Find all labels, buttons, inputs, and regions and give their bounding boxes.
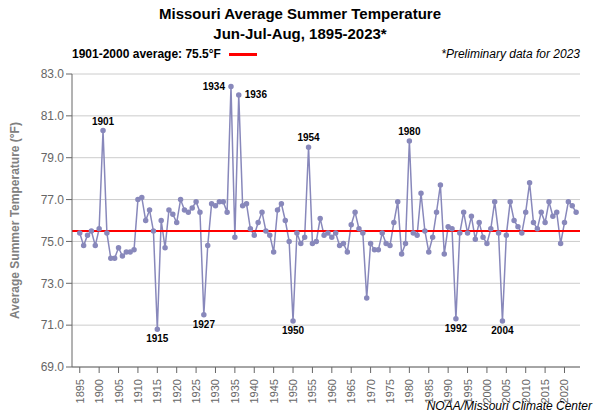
svg-text:81.0: 81.0 [41, 109, 65, 123]
html-text:1901-2000 average: 75.5°F: 1901-2000 average: 75.5°F [72, 47, 221, 61]
svg-text:1935: 1935 [229, 379, 241, 403]
svg-text:1940: 1940 [248, 379, 260, 403]
svg-text:2010: 2010 [519, 379, 532, 404]
svg-text:1925: 1925 [190, 379, 202, 403]
svg-text:1950: 1950 [282, 325, 305, 336]
svg-text:1954: 1954 [297, 132, 320, 143]
svg-text:71.0: 71.0 [41, 318, 65, 332]
svg-text:1960: 1960 [326, 379, 338, 403]
svg-text:1915: 1915 [151, 379, 163, 403]
svg-text:Average Summer Temperature (°F: Average Summer Temperature (°F) [8, 122, 22, 319]
svg-text:1930: 1930 [209, 379, 221, 403]
svg-text:1900: 1900 [93, 379, 105, 403]
svg-text:1965: 1965 [345, 379, 357, 403]
svg-text:1920: 1920 [171, 379, 183, 403]
svg-text:69.0: 69.0 [41, 360, 65, 374]
svg-text:75.0: 75.0 [41, 235, 65, 249]
svg-text:2004: 2004 [491, 325, 514, 336]
svg-text:83.0: 83.0 [41, 67, 65, 81]
html-text:Missouri Average Summer Temper: Missouri Average Summer Temperature [159, 5, 441, 22]
svg-text:1936: 1936 [245, 89, 268, 100]
svg-text:1901: 1901 [92, 116, 115, 127]
svg-text:1980: 1980 [403, 379, 415, 403]
svg-text:1990: 1990 [442, 379, 455, 404]
svg-text:2000: 2000 [480, 379, 493, 404]
svg-text:1910: 1910 [132, 379, 144, 403]
svg-text:1895: 1895 [74, 379, 86, 403]
svg-text:1945: 1945 [268, 379, 280, 403]
svg-text:1985: 1985 [422, 379, 435, 404]
svg-text:1980: 1980 [398, 126, 421, 137]
svg-text:2015: 2015 [539, 379, 552, 404]
svg-text:2005: 2005 [500, 379, 513, 404]
svg-text:1995: 1995 [461, 379, 474, 404]
html-text:NOAA/Missouri Climate Center: NOAA/Missouri Climate Center [426, 399, 592, 413]
svg-text:1970: 1970 [365, 379, 377, 403]
svg-text:77.0: 77.0 [41, 193, 65, 207]
svg-text:1975: 1975 [384, 379, 396, 403]
svg-text:2020: 2020 [558, 379, 571, 404]
svg-text:1927: 1927 [193, 319, 216, 330]
svg-text:1992: 1992 [445, 323, 468, 334]
svg-text:1950: 1950 [287, 379, 299, 403]
svg-text:1915: 1915 [146, 333, 169, 344]
svg-text:1934: 1934 [203, 81, 226, 92]
html-text:*Preliminary data for 2023: *Preliminary data for 2023 [441, 47, 580, 61]
svg-text:73.0: 73.0 [41, 277, 65, 291]
svg-text:1905: 1905 [113, 379, 125, 403]
html-text:Jun-Jul-Aug, 1895-2023*: Jun-Jul-Aug, 1895-2023* [213, 25, 387, 42]
svg-text:79.0: 79.0 [41, 151, 65, 165]
svg-text:1955: 1955 [306, 379, 318, 403]
